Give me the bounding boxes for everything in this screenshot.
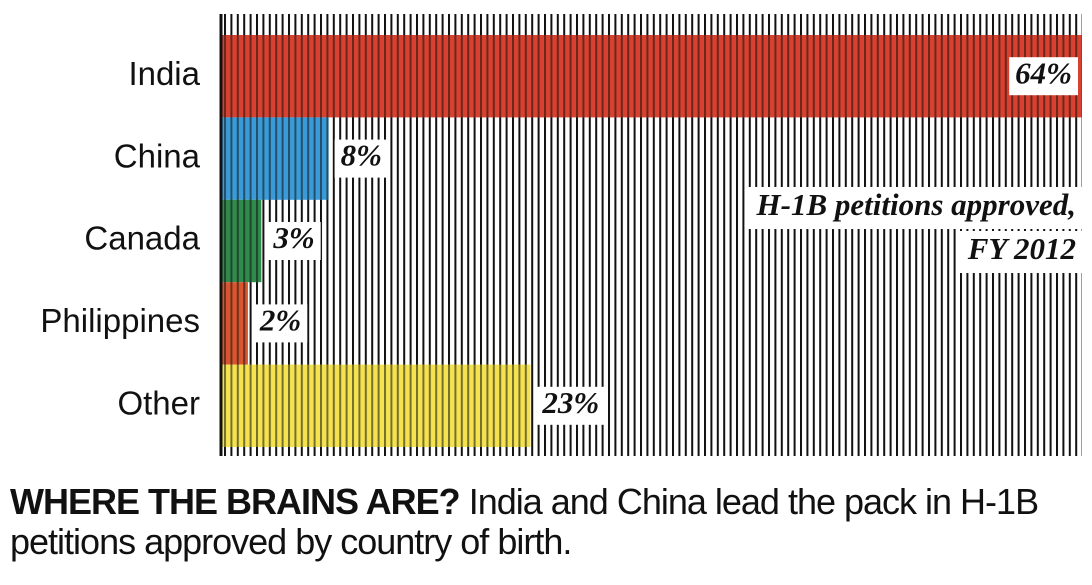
category-label: India [128, 55, 200, 92]
caption-title: WHERE THE BRAINS ARE? [10, 481, 461, 522]
caption: WHERE THE BRAINS ARE? India and China le… [10, 482, 1088, 562]
annotation: H-1B petitions approved, FY 2012 [748, 187, 1082, 273]
value-label: 3% [272, 220, 314, 255]
value-label: 8% [341, 138, 382, 173]
value-label-box [536, 386, 606, 425]
bar-stripes [221, 282, 248, 365]
annotation-line: H-1B petitions approved, [756, 187, 1076, 222]
value-label-box [1009, 57, 1078, 96]
value-label: 2% [259, 303, 301, 338]
annotation-box [748, 187, 1082, 229]
caption-text: India and China lead the pack in H-1B pe… [10, 481, 1039, 562]
category-label: Other [117, 385, 200, 422]
annotation-box [959, 231, 1082, 273]
annotation-line: FY 2012 [967, 231, 1076, 266]
bar-stripes [221, 117, 329, 200]
bar-stripes [221, 35, 1082, 118]
value-label-box [253, 304, 308, 343]
bar-stripes [221, 199, 262, 283]
category-label: China [114, 137, 201, 174]
value-label: 23% [541, 385, 599, 420]
value-label: 64% [1015, 55, 1072, 90]
value-label-box [334, 139, 388, 178]
chart: 64% 8% 3% 2% 23% H-1B petitions approved, FY … [40, 14, 1082, 456]
category-label: Canada [84, 220, 200, 257]
bar-stripes [221, 364, 531, 447]
value-label-box [267, 222, 321, 260]
category-label: Philippines [40, 302, 200, 339]
bars: 64% 8% 3% 2% 23% [221, 35, 1082, 447]
